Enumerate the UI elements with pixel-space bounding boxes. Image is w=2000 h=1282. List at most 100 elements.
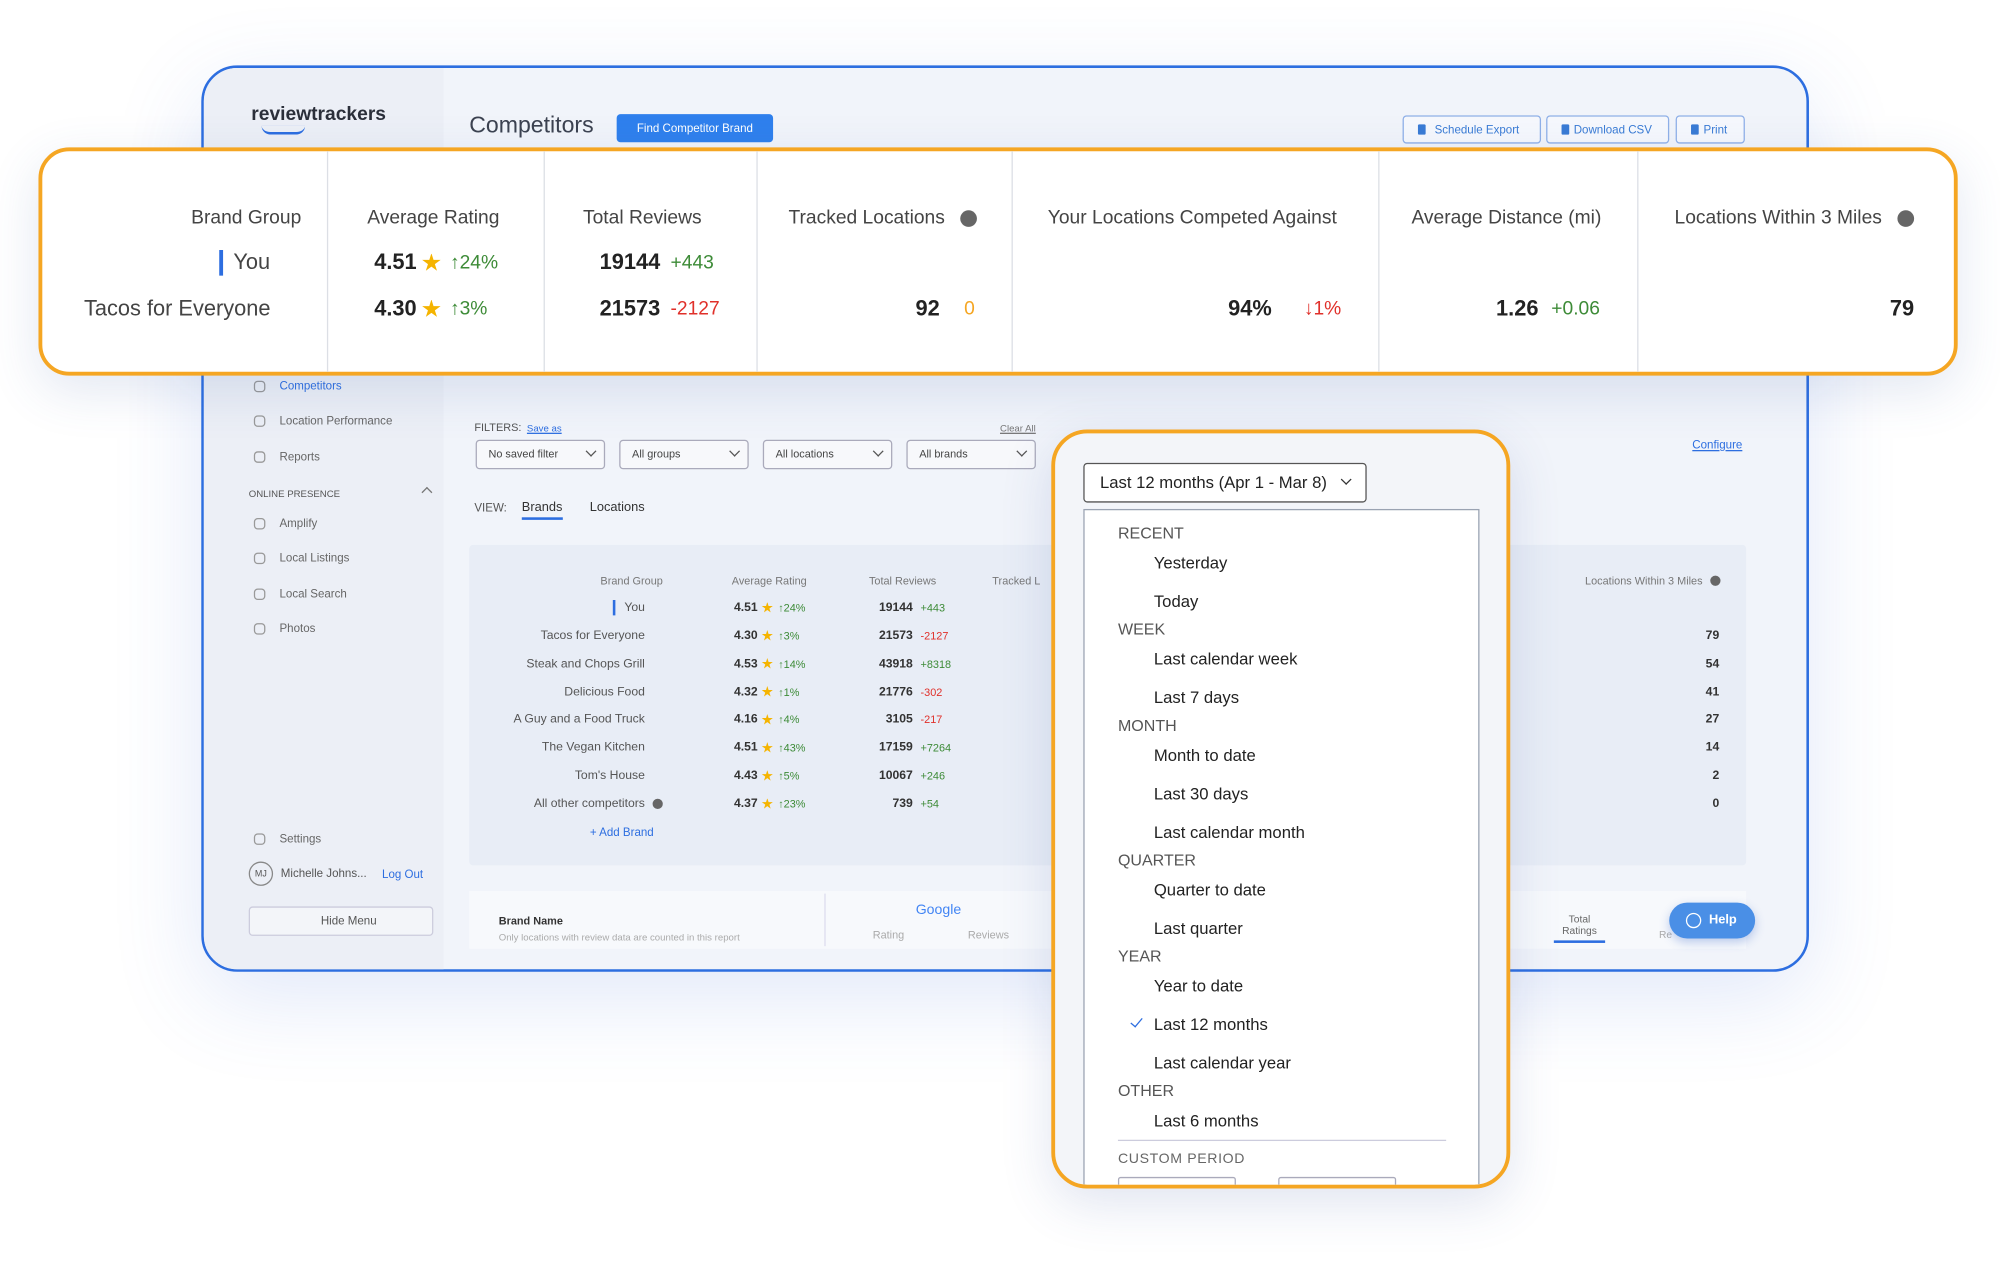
brand-name: Tacos for Everyone [540,628,645,643]
within-3mi: 54 [1705,656,1720,671]
action-button-label: Print [1703,123,1728,136]
date-input[interactable] [1278,1176,1397,1185]
filter-select[interactable] [762,439,893,470]
date-range-button[interactable] [1083,462,1367,503]
rating-change: ↑4% [778,713,800,727]
within-3mi: 0 [1712,796,1720,811]
find-button-label: Find Competitor Brand [636,121,753,135]
brand-group: Tacos for Everyone [83,296,271,321]
nav-item[interactable]: Photos [279,621,316,635]
clear-all-link[interactable]: Clear All [999,422,1036,434]
reviews-change: +246 [920,769,946,783]
logo-mark [261,126,306,135]
menu-item[interactable]: Last 7 days [1153,687,1240,708]
total-ratings-tab[interactable]: Total Ratings [1553,913,1606,943]
reviews-change: +54 [920,797,940,811]
nav-item[interactable]: Settings [279,832,322,845]
rating-change: ↑3% [449,298,488,320]
nav-item[interactable]: Local Search [279,587,347,600]
nav-icon [253,623,266,635]
tracked: 92 [915,296,940,321]
source-column: Reviews [967,928,1010,942]
menu-item[interactable]: Quarter to date [1153,880,1266,900]
you-marker [219,249,224,276]
filter-select[interactable] [475,439,606,470]
nav-icon [253,552,266,565]
menu-item[interactable]: Last 12 months [1153,1014,1268,1034]
reviews: 43918 [878,656,913,671]
nav-item[interactable]: Competitors [279,379,342,393]
save-as-link[interactable]: Save as [526,422,562,434]
help-icon [1685,912,1702,929]
filter-select[interactable] [619,439,749,470]
competed-change: ↓1% [1303,298,1342,320]
nav-item[interactable]: Local Listings [279,551,350,565]
nav-icon [253,833,266,845]
brand-name: The Vegan Kitchen [541,740,645,755]
view-tab[interactable]: Brands [521,501,563,520]
filters-label: FILTERS: [474,420,522,434]
action-icon [1691,124,1699,135]
nav-icon [253,588,266,600]
menu-item[interactable]: Last calendar year [1153,1053,1291,1073]
star-icon [761,742,773,753]
brand-name: You [624,600,645,615]
action-button[interactable] [1402,115,1542,144]
filter-select-label: No saved filter [488,447,559,461]
action-button[interactable] [1675,115,1745,144]
star-icon [761,657,773,669]
column-divider [1637,151,1639,372]
view-tab[interactable]: Locations [589,500,645,515]
date-input[interactable] [1117,1176,1236,1185]
star-icon [761,601,773,613]
nav-item[interactable]: Location Performance [279,414,393,427]
brand-name: All other competitors [533,796,645,811]
reviews: 739 [892,796,913,811]
summary-header: Average Distance (mi) [1411,207,1602,229]
logout-link[interactable]: Log Out [382,867,424,881]
table-header: Brand Group [600,574,663,588]
clipped-column: Re [1658,928,1673,941]
filter-select-label: All brands [919,447,968,461]
reviews-change: +443 [670,251,714,274]
column-divider [1378,151,1380,372]
rating: 4.43 [733,768,758,783]
reviews-change: -2127 [920,629,949,643]
filter-select-label: All locations [775,447,834,461]
menu-item[interactable]: Last 6 months [1153,1110,1259,1131]
reviews: 3105 [885,712,913,727]
help-button[interactable] [1669,902,1756,939]
nav-item[interactable]: Reports [279,449,320,463]
filter-select[interactable] [906,439,1036,470]
summary-header: Locations Within 3 Miles [1674,207,1882,229]
menu-item[interactable]: Year to date [1153,976,1244,996]
rating-change: ↑14% [778,657,806,671]
avatar [248,861,274,886]
within-3mi: 2 [1712,768,1720,783]
date-range-button-label: Last 12 months (Apr 1 - Mar 8) [1099,472,1327,492]
menu-item[interactable]: Month to date [1153,745,1256,765]
menu-item[interactable]: Last quarter [1153,918,1243,938]
menu-item[interactable]: Last 30 days [1153,783,1249,804]
reviews: 21573 [599,296,661,321]
rating: 4.30 [733,628,758,643]
menu-item[interactable]: Last calendar week [1153,649,1298,669]
brand-name: Tom's House [574,768,645,783]
hide-menu-button[interactable] [248,906,434,936]
menu-item[interactable]: Last calendar month [1153,822,1305,842]
menu-item[interactable]: Yesterday [1153,553,1228,573]
menu-item[interactable]: Today [1153,591,1199,611]
logo: reviewtrackers [251,103,387,125]
brand-name: A Guy and a Food Truck [513,712,645,727]
reviews: 21573 [878,628,913,643]
summary-card: Brand Group Average Rating Total Reviews Tr… [38,147,1958,376]
competed: 94% [1228,296,1272,321]
summary-header: Tracked Locations [788,207,945,229]
column-divider [543,151,545,372]
star-icon [761,770,773,781]
nav-item[interactable]: Amplify [279,516,318,530]
configure-link[interactable]: Configure [1692,438,1743,452]
add-brand-link[interactable]: + Add Brand [589,825,654,839]
find-button[interactable] [616,114,774,143]
